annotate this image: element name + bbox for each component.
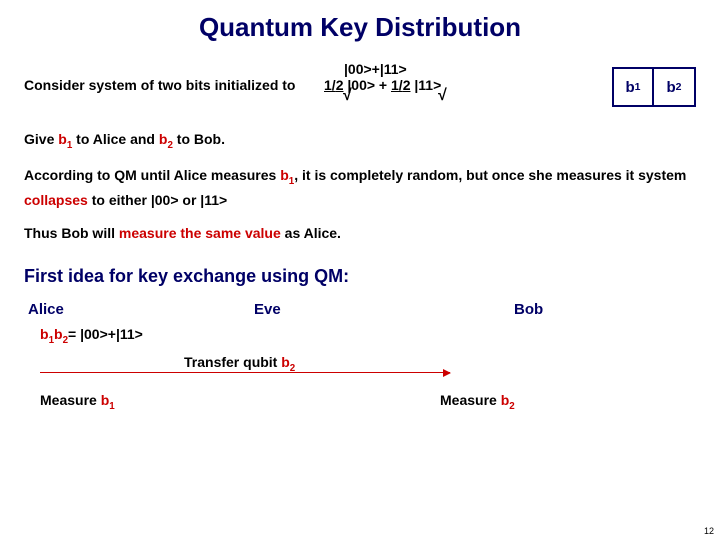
- sqrt-icon: √: [343, 87, 352, 105]
- measure-bob: Measure b2: [440, 392, 515, 412]
- state-expanded: 1/2 |00> + 1/2 |11>: [324, 77, 441, 93]
- p-bob: Thus Bob will measure the same value as …: [24, 223, 696, 244]
- transfer-row: Transfer qubit b2: [24, 354, 696, 380]
- p-qm: According to QM until Alice measures b1,…: [24, 165, 696, 210]
- measure-alice: Measure b1: [40, 392, 440, 412]
- term2: |11>: [410, 77, 441, 93]
- col-alice: Alice: [24, 301, 254, 318]
- sqrt-icon: √: [438, 87, 447, 105]
- bits-box: b1 b2: [612, 67, 696, 107]
- p-give: Give b1 to Alice and b2 to Bob.: [24, 129, 696, 153]
- coeff1-num: 1/: [324, 77, 336, 93]
- col-eve: Eve: [254, 301, 454, 318]
- bit-b2: b2: [654, 69, 694, 105]
- heading-first-idea: First idea for key exchange using QM:: [24, 266, 696, 287]
- participants-row: Alice Eve Bob: [24, 301, 696, 318]
- coeff2-num: 1/: [391, 77, 403, 93]
- slide-title: Quantum Key Distribution: [24, 12, 696, 43]
- transfer-label: Transfer qubit b2: [184, 354, 295, 374]
- col-bob: Bob: [454, 301, 696, 318]
- page-number: 12: [704, 526, 714, 536]
- measure-row: Measure b1 Measure b2: [24, 392, 696, 412]
- state-short: |00>+|11>: [344, 61, 407, 77]
- bit-b1: b1: [614, 69, 654, 105]
- intro-row: |00>+|11> Consider system of two bits in…: [24, 61, 696, 111]
- init-state: b1b2= |00>+|11>: [24, 326, 696, 346]
- intro-prefix: Consider system of two bits initialized …: [24, 77, 295, 93]
